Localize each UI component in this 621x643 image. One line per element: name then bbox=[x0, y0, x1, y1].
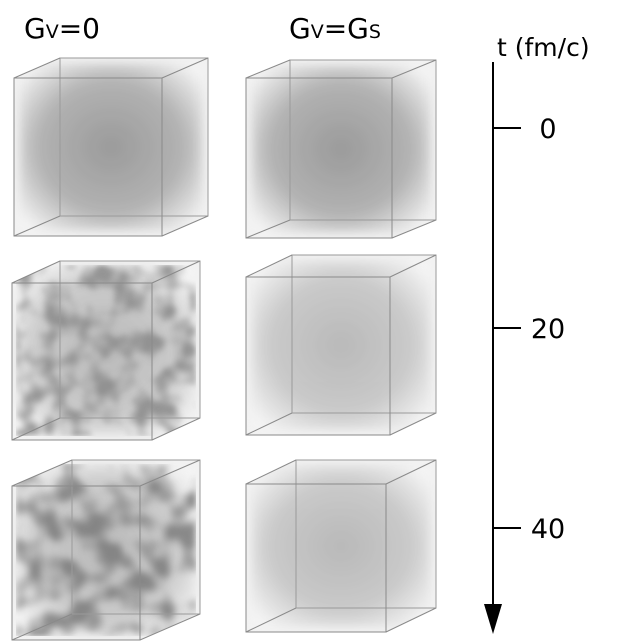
header-text: =0 bbox=[59, 12, 100, 45]
axis-ticks: 0 20 40 bbox=[493, 114, 565, 545]
cube bbox=[245, 459, 437, 633]
volume-fog bbox=[252, 261, 430, 429]
header-text: G bbox=[24, 12, 46, 45]
tick-label: 20 bbox=[531, 314, 565, 345]
cube-volume bbox=[12, 261, 200, 440]
cube-edge bbox=[389, 254, 437, 278]
cube bbox=[13, 57, 209, 237]
cube-volume bbox=[12, 460, 200, 640]
header-text: G bbox=[289, 12, 311, 45]
cube-edge bbox=[151, 417, 201, 441]
cube-edge bbox=[13, 215, 61, 237]
cube-volume bbox=[246, 460, 436, 632]
cube-edge bbox=[11, 613, 73, 641]
front-face bbox=[11, 282, 153, 441]
cube-volume bbox=[246, 60, 436, 238]
back-face bbox=[71, 459, 201, 615]
cube-edge bbox=[13, 57, 61, 79]
column-header: GV=GS bbox=[289, 12, 381, 45]
subscript: V bbox=[46, 21, 59, 43]
axis-arrow bbox=[484, 604, 502, 634]
subscript: S bbox=[369, 21, 381, 43]
tick-label: 0 bbox=[539, 114, 556, 145]
cube-edge bbox=[11, 260, 61, 284]
subscript: V bbox=[311, 21, 324, 43]
back-face bbox=[289, 59, 437, 221]
front-face bbox=[245, 77, 393, 239]
tick-label: 40 bbox=[531, 514, 565, 545]
cube-edge bbox=[161, 215, 209, 237]
cube-edge bbox=[391, 219, 437, 239]
cube-edge bbox=[385, 459, 437, 485]
cube-edge bbox=[139, 459, 201, 487]
cube-volume bbox=[246, 255, 436, 435]
back-face bbox=[295, 459, 437, 609]
cube-edge bbox=[245, 254, 293, 278]
cube bbox=[11, 459, 201, 641]
volume-fog bbox=[252, 466, 430, 626]
cube-edge bbox=[245, 59, 291, 79]
back-face bbox=[59, 260, 201, 419]
back-face bbox=[291, 254, 437, 414]
volume-fog bbox=[252, 66, 430, 232]
cube-edge bbox=[245, 219, 291, 239]
volume-fog bbox=[20, 64, 202, 230]
density-blobs bbox=[16, 265, 196, 436]
front-face bbox=[245, 483, 387, 633]
density-blobs bbox=[16, 464, 196, 636]
cube-edge bbox=[151, 260, 201, 284]
front-face bbox=[11, 485, 141, 641]
axis-label: t (fm/c) bbox=[497, 33, 590, 62]
cube-edge bbox=[385, 607, 437, 633]
header-text: =G bbox=[324, 12, 369, 45]
cube-edge bbox=[245, 459, 297, 485]
cube bbox=[245, 254, 437, 436]
cube-edge bbox=[161, 57, 209, 79]
cube-edge bbox=[245, 412, 293, 436]
front-face bbox=[13, 77, 163, 237]
cube-edge bbox=[245, 607, 297, 633]
back-face bbox=[59, 57, 209, 217]
cube-edge bbox=[139, 613, 201, 641]
front-face bbox=[245, 276, 391, 436]
cube-volume bbox=[14, 58, 208, 236]
cube-edge bbox=[391, 59, 437, 79]
cube-edge bbox=[11, 417, 61, 441]
cube bbox=[245, 59, 437, 239]
cube-edge bbox=[11, 459, 73, 487]
column-headers: GV=0 GV=GS bbox=[24, 12, 381, 45]
column-header: GV=0 bbox=[24, 12, 100, 45]
cube-edge bbox=[389, 412, 437, 436]
cube bbox=[11, 260, 201, 441]
cube-panels bbox=[11, 57, 437, 641]
